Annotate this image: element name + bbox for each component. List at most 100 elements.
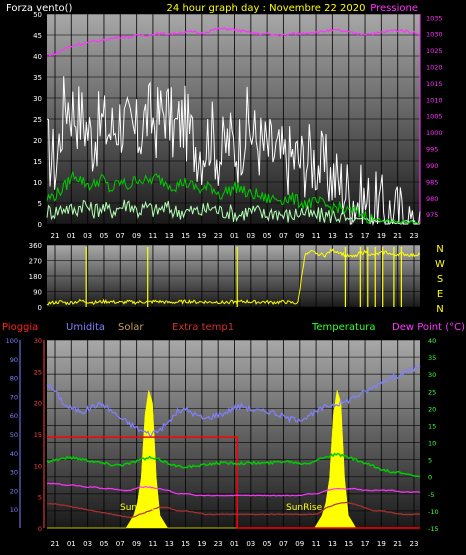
time-tick-label: 05 — [99, 540, 108, 548]
time-tick-label: 07 — [279, 232, 288, 240]
time-tick-label: 17 — [361, 232, 370, 240]
temperature-tick-label: 10 — [428, 440, 436, 448]
pressure-axis-label: Pressione — [370, 3, 418, 14]
rain-tick-label: 10 — [34, 462, 42, 470]
humidity-tick-label: 30 — [10, 469, 18, 477]
wind-tick-label: 40 — [33, 53, 42, 61]
direction-tick-label: 180 — [29, 273, 42, 281]
time-tick-label: 23 — [214, 232, 223, 240]
legend-dew-point: Dew Point (°C) — [392, 322, 465, 333]
wind-tick-label: 45 — [33, 32, 42, 40]
time-tick-label: 05 — [99, 232, 108, 240]
time-tick-label: 01 — [230, 232, 239, 240]
pressure-tick-label: 995 — [426, 146, 438, 154]
temperature-tick-label: 30 — [428, 371, 436, 379]
compass-n-bottom: N — [436, 304, 443, 315]
temperature-tick-label: -5 — [428, 491, 434, 499]
axis-ticks: 0510152025303540455097598098599099510001… — [6, 11, 443, 533]
time-tick-label: 03 — [83, 540, 92, 548]
pressure-tick-label: 985 — [426, 178, 438, 186]
direction-tick-label: 90 — [33, 289, 42, 297]
pressure-tick-label: 975 — [426, 211, 438, 219]
time-tick-label: 03 — [246, 540, 255, 548]
time-tick-label: 03 — [246, 232, 255, 240]
temperature-tick-label: -10 — [428, 508, 439, 516]
wind-tick-label: 0 — [38, 221, 42, 229]
pressure-tick-label: 990 — [426, 162, 438, 170]
series-pressure-line — [46, 26, 421, 57]
rain-tick-label: 5 — [38, 494, 42, 502]
time-tick-label: 13 — [328, 540, 337, 548]
time-tick-label: 23 — [410, 540, 419, 548]
time-tick-label: 23 — [410, 232, 419, 240]
time-tick-label: 07 — [279, 540, 288, 548]
time-tick-label: 19 — [377, 540, 386, 548]
legend-humidity: Umidita — [66, 322, 105, 333]
pressure-tick-label: 1025 — [426, 47, 443, 55]
time-tick-label: 19 — [197, 232, 206, 240]
compass-e: E — [437, 289, 443, 300]
time-tick-label: 21 — [393, 540, 402, 548]
series-wind-line — [46, 171, 421, 225]
temperature-tick-label: 5 — [428, 457, 432, 465]
series-direction-line — [46, 247, 421, 306]
time-tick-label: 17 — [361, 540, 370, 548]
rain-tick-label: 15 — [34, 431, 42, 439]
temperature-tick-label: 20 — [428, 405, 436, 413]
rain-tick-label: 0 — [38, 525, 42, 533]
legend-rain: Pioggia — [2, 322, 38, 333]
time-tick-label: 09 — [295, 232, 304, 240]
compass-n-top: N — [436, 244, 443, 255]
pressure-tick-label: 1020 — [426, 64, 443, 72]
legend-extra-temp: Extra temp1 — [172, 322, 234, 333]
time-tick-label: 01 — [67, 232, 76, 240]
time-tick-label: 13 — [165, 540, 174, 548]
time-tick-label: 13 — [165, 232, 174, 240]
pressure-tick-label: 1015 — [426, 80, 443, 88]
temperature-tick-label: 25 — [428, 388, 436, 396]
pressure-tick-label: 1030 — [426, 31, 443, 39]
sunrise-annotation-1: SunRise — [120, 503, 157, 513]
time-tick-label: 05 — [263, 232, 272, 240]
temperature-tick-label: 15 — [428, 422, 436, 430]
legend-solar: Solar — [118, 322, 144, 333]
humidity-tick-label: 40 — [10, 450, 18, 458]
compass-labels: N W S E N — [435, 244, 445, 315]
temperature-plot-area — [47, 340, 420, 528]
time-tick-label: 11 — [312, 540, 321, 548]
compass-w: W — [435, 259, 445, 270]
rain-tick-label: 20 — [34, 400, 42, 408]
time-tick-label: 21 — [393, 232, 402, 240]
time-tick-label: 19 — [197, 540, 206, 548]
wind-tick-label: 30 — [33, 95, 42, 103]
rain-tick-label: 25 — [34, 368, 42, 376]
time-tick-label: 09 — [132, 540, 141, 548]
time-tick-label: 11 — [148, 540, 157, 548]
time-tick-label: 23 — [214, 540, 223, 548]
legend-temperature: Temperatura — [311, 322, 376, 333]
pressure-tick-label: 1005 — [426, 113, 443, 121]
temperature-tick-label: 40 — [428, 337, 436, 345]
wind-tick-label: 35 — [33, 74, 42, 82]
wind-tick-label: 5 — [38, 200, 42, 208]
time-tick-label: 21 — [51, 232, 60, 240]
wind-tick-label: 25 — [33, 116, 42, 124]
time-tick-label: 11 — [148, 232, 157, 240]
time-tick-label: 15 — [344, 232, 353, 240]
humidity-tick-label: 90 — [10, 356, 18, 364]
time-tick-label: 13 — [328, 232, 337, 240]
time-tick-label: 15 — [344, 540, 353, 548]
wind-axis-label: Forza vento() — [6, 3, 73, 14]
time-tick-label: 01 — [67, 540, 76, 548]
humidity-tick-label: 50 — [10, 431, 18, 439]
compass-s: S — [437, 274, 443, 285]
series-extra_temp-line — [46, 501, 421, 519]
chart-title: 24 hour graph day : Novembre 22 2020 — [167, 3, 366, 14]
time-tick-label: 09 — [295, 540, 304, 548]
humidity-tick-label: 60 — [10, 412, 18, 420]
time-tick-label: 03 — [83, 232, 92, 240]
data-series — [46, 26, 421, 529]
time-tick-label: 19 — [377, 232, 386, 240]
time-tick-label: 15 — [181, 232, 190, 240]
